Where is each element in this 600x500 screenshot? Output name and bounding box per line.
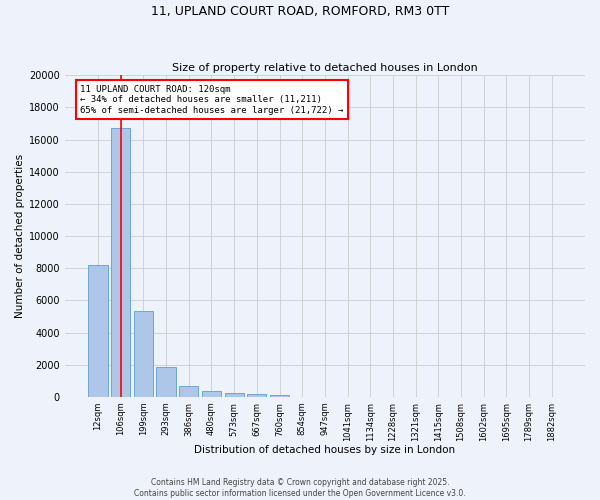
Y-axis label: Number of detached properties: Number of detached properties xyxy=(15,154,25,318)
Bar xyxy=(157,367,176,397)
Bar xyxy=(134,311,153,397)
Bar xyxy=(202,391,221,397)
Bar xyxy=(247,394,266,397)
Text: 11, UPLAND COURT ROAD, ROMFORD, RM3 0TT: 11, UPLAND COURT ROAD, ROMFORD, RM3 0TT xyxy=(151,5,449,18)
Text: Contains HM Land Registry data © Crown copyright and database right 2025.
Contai: Contains HM Land Registry data © Crown c… xyxy=(134,478,466,498)
Bar xyxy=(88,265,108,397)
Bar xyxy=(111,128,130,397)
X-axis label: Distribution of detached houses by size in London: Distribution of detached houses by size … xyxy=(194,445,455,455)
Text: 11 UPLAND COURT ROAD: 120sqm
← 34% of detached houses are smaller (11,211)
65% o: 11 UPLAND COURT ROAD: 120sqm ← 34% of de… xyxy=(80,85,344,114)
Bar xyxy=(270,395,289,397)
Bar xyxy=(224,392,244,397)
Bar xyxy=(179,386,199,397)
Title: Size of property relative to detached houses in London: Size of property relative to detached ho… xyxy=(172,63,478,73)
